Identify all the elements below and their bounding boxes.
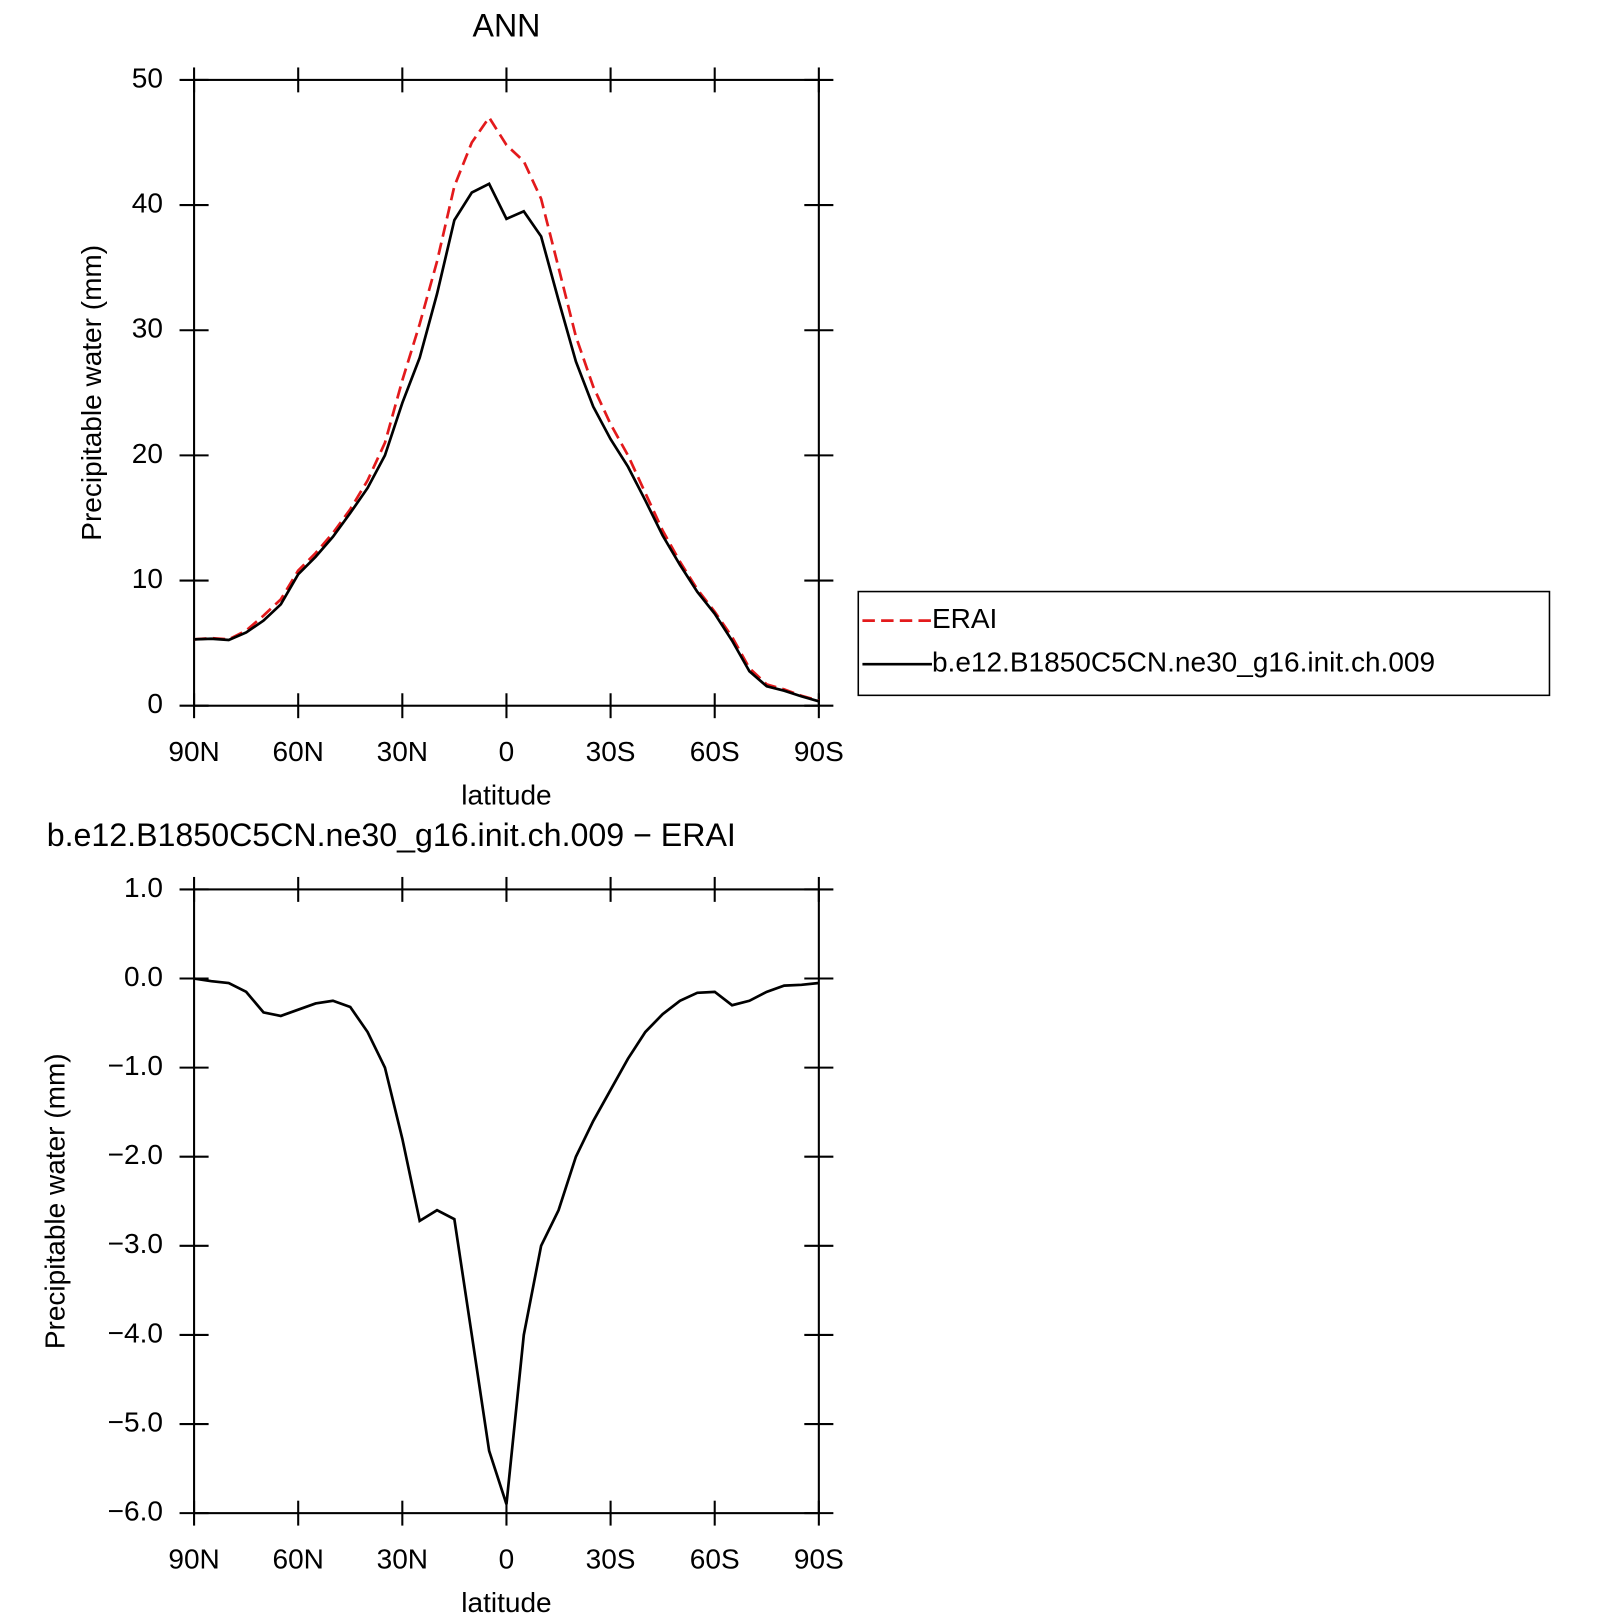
x-axis-label: latitude [461, 1587, 551, 1618]
x-tick-label: 90S [794, 736, 844, 767]
x-tick-label: 0 [499, 1543, 515, 1574]
data-line [194, 181, 820, 703]
x-tick-label: 60N [272, 1543, 323, 1574]
x-tick-label: 90S [794, 1543, 844, 1574]
y-tick-label: −3.0 [108, 1228, 163, 1259]
x-tick-label: 30S [586, 736, 636, 767]
data-line [193, 115, 820, 703]
x-tick-label: 90N [168, 1543, 219, 1574]
x-tick-label: 30S [586, 1543, 636, 1574]
y-tick-label: 1.0 [124, 872, 163, 903]
x-tick-label: 60S [690, 736, 740, 767]
x-tick-label: 30N [377, 736, 428, 767]
chart-title: b.e12.B1850C5CN.ne30_g16.init.ch.009 − E… [47, 817, 736, 853]
legend-box [857, 590, 1551, 697]
x-axis-label: latitude [461, 779, 551, 810]
legend-label: ERAI [932, 603, 997, 634]
y-tick-label: 40 [132, 187, 163, 218]
x-tick-label: 0 [499, 736, 515, 767]
y-tick-label: 0.0 [124, 961, 163, 992]
y-axis-label: Precipitable water (mm) [76, 245, 107, 541]
y-tick-label: −2.0 [108, 1139, 163, 1170]
x-tick-label: 30N [377, 1543, 428, 1574]
y-tick-label: 20 [132, 438, 163, 469]
plot-frame [193, 78, 820, 707]
y-tick-label: −5.0 [108, 1406, 163, 1437]
x-tick-label: 90N [168, 736, 219, 767]
y-tick-label: −6.0 [108, 1496, 163, 1527]
y-tick-label: 30 [132, 313, 163, 344]
x-tick-label: 60S [690, 1543, 740, 1574]
chart-title: ANN [473, 8, 541, 44]
y-tick-label: 50 [132, 62, 163, 93]
plot-frame [193, 888, 820, 1515]
legend-label: b.e12.B1850C5CN.ne30_g16.init.ch.009 [932, 647, 1435, 678]
y-tick-label: −1.0 [108, 1050, 163, 1081]
data-line [193, 977, 819, 1505]
y-tick-label: 10 [132, 563, 163, 594]
x-tick-label: 60N [272, 736, 323, 767]
y-tick-label: 0 [147, 688, 163, 719]
y-tick-label: −4.0 [108, 1317, 163, 1348]
y-axis-label: Precipitable water (mm) [39, 1053, 70, 1349]
